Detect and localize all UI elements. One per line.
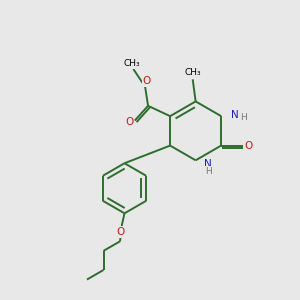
Text: N: N bbox=[231, 110, 239, 120]
Text: O: O bbox=[116, 227, 124, 237]
Text: N: N bbox=[204, 159, 212, 169]
Text: CH₃: CH₃ bbox=[124, 59, 140, 68]
Text: O: O bbox=[244, 141, 252, 151]
Text: H: H bbox=[205, 167, 212, 176]
Text: O: O bbox=[125, 117, 134, 127]
Text: O: O bbox=[142, 76, 151, 86]
Text: CH₃: CH₃ bbox=[184, 68, 201, 77]
Text: H: H bbox=[240, 112, 247, 122]
